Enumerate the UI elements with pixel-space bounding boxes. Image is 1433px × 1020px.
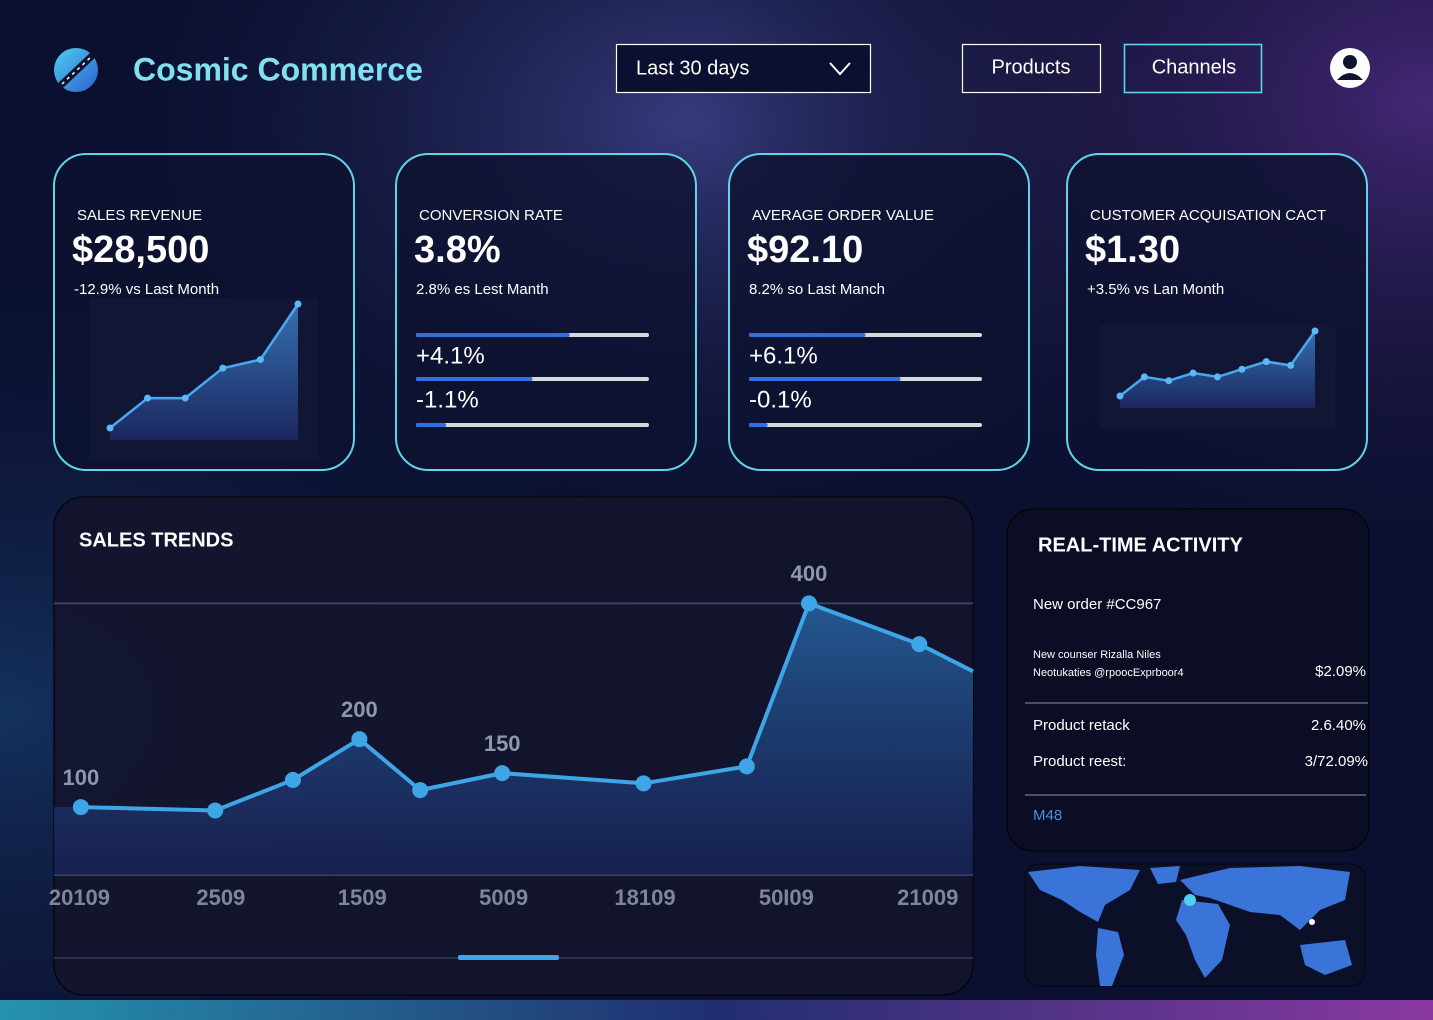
- sparkline-point: [1214, 373, 1221, 381]
- trend-point: [351, 731, 368, 748]
- world-map: [1028, 866, 1352, 986]
- logo: [54, 48, 98, 92]
- panel-title: SALES TRENDS: [79, 529, 233, 551]
- nav-label: Channels: [1152, 56, 1237, 78]
- activity-item: New order #CC967: [1033, 596, 1161, 613]
- activity-detail: Neotukaties @rpoocExprboor4: [1033, 667, 1184, 679]
- sparkline-point: [1116, 392, 1124, 400]
- progress-fill: [749, 333, 866, 337]
- kpi-label: CONVERSION RATE: [419, 207, 563, 224]
- progress-label: -0.1%: [749, 386, 812, 413]
- kpi-card: [395, 153, 697, 471]
- progress-fill: [749, 377, 901, 381]
- sparkline-point: [1238, 365, 1246, 373]
- x-tick-label: 5009: [479, 885, 528, 910]
- activity-detail: New counser Rizalla Niles: [1033, 649, 1161, 661]
- x-tick-label: 20109: [49, 885, 110, 910]
- progress-track: [749, 423, 982, 427]
- trend-area: [54, 603, 973, 875]
- kpi-card: [728, 153, 1030, 471]
- progress-fill: [416, 333, 570, 337]
- activity-panel: [1006, 508, 1370, 852]
- value-label: 400: [791, 561, 828, 586]
- activity-row-value: 3/72.09%: [1305, 753, 1368, 770]
- trend-point: [72, 799, 89, 816]
- sparkline-point: [1311, 327, 1319, 335]
- nav-button[interactable]: Channels: [1123, 43, 1263, 94]
- progress-fill: [416, 377, 533, 381]
- x-tick-label: 1509: [338, 885, 387, 910]
- value-label: 200: [341, 697, 378, 722]
- panel-title: REAL-TIME ACTIVITY: [1038, 534, 1243, 556]
- date-dropdown[interactable]: Last 30 days: [615, 43, 872, 94]
- x-tick-label: 18109: [614, 885, 675, 910]
- trend-point: [412, 782, 429, 799]
- value-label: 150: [484, 731, 521, 756]
- scroll-thumb[interactable]: [458, 955, 559, 960]
- app-title: Cosmic Commerce: [133, 51, 423, 87]
- kpi-label: SALES REVENUE: [77, 207, 202, 224]
- value-label: 100: [63, 765, 100, 790]
- trend-point: [800, 595, 817, 612]
- progress-label: +6.1%: [749, 342, 818, 369]
- nav-button[interactable]: Products: [961, 43, 1102, 94]
- kpi-label: AVERAGE ORDER VALUE: [752, 207, 934, 224]
- sparkline-point: [181, 394, 189, 402]
- sparkline-point: [144, 394, 152, 402]
- sparkline-area: [1120, 331, 1315, 408]
- kpi-label: CUSTOMER ACQUISATION CACT: [1090, 207, 1326, 224]
- sparkline-line: [109, 303, 300, 429]
- sparkline-point: [256, 356, 264, 364]
- kpi-change: -12.9% vs Last Month: [74, 281, 219, 298]
- x-tick-label: 2509: [196, 885, 245, 910]
- sparkline-area: [110, 304, 298, 440]
- trend-point: [911, 636, 928, 653]
- sparkline-point: [106, 424, 114, 432]
- progress-fill: [749, 423, 768, 427]
- sparkline-point: [1262, 358, 1270, 366]
- activity-row-label: Product reest:: [1033, 753, 1126, 770]
- activity-link[interactable]: M48: [1033, 807, 1062, 824]
- user-avatar[interactable]: [1330, 48, 1370, 88]
- kpi-value: 3.8%: [414, 229, 501, 271]
- trend-point: [635, 775, 652, 792]
- progress-fill: [416, 423, 447, 427]
- kpi-change: 2.8% es Lest Manth: [416, 281, 549, 298]
- trend-point: [207, 802, 224, 819]
- kpi-value: $28,500: [72, 229, 209, 271]
- nav-label: Products: [992, 56, 1071, 78]
- progress-label: -1.1%: [416, 386, 479, 413]
- activity-value: $2.09%: [1315, 663, 1366, 680]
- trend-point: [738, 758, 755, 775]
- activity-row-value: 2.6.40%: [1311, 717, 1366, 734]
- x-tick-label: 50I09: [759, 885, 814, 910]
- sparkline-point: [1165, 377, 1173, 385]
- progress-label: +4.1%: [416, 342, 485, 369]
- activity-row-label: Product retack: [1033, 717, 1130, 734]
- trend-point: [284, 771, 301, 788]
- kpi-value: $92.10: [747, 229, 863, 271]
- sparkline-point: [1140, 373, 1148, 381]
- trend-point: [494, 765, 511, 782]
- dropdown-label: Last 30 days: [636, 57, 749, 79]
- kpi-change: 8.2% so Last Manch: [749, 281, 885, 298]
- bottom-glow: [0, 1000, 1433, 1020]
- sparkline-point: [294, 300, 302, 308]
- sparkline-point: [1189, 369, 1197, 377]
- kpi-change: +3.5% vs Lan Month: [1087, 281, 1224, 298]
- sparkline-point: [219, 364, 227, 372]
- progress-track: [416, 423, 649, 427]
- sparkline-point: [1287, 361, 1295, 369]
- kpi-value: $1.30: [1085, 229, 1180, 271]
- x-tick-label: 21009: [897, 885, 958, 910]
